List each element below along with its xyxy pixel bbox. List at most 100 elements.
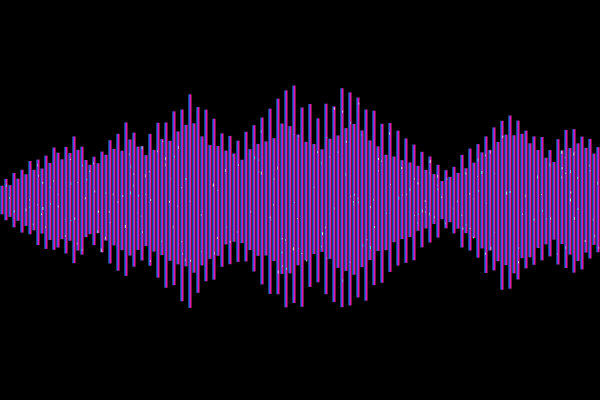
waveform-speckle [57,205,59,208]
waveform-bar [248,149,252,251]
waveform-speckle [577,208,579,211]
waveform-bar [80,146,84,255]
waveform-bar [256,143,260,256]
waveform-speckle [353,203,355,206]
waveform-bar [512,135,516,274]
waveform-bar [572,129,576,273]
waveform-speckle [345,140,347,143]
waveform-bar [76,149,80,251]
waveform-speckle [42,206,44,210]
waveform-speckle [76,242,78,245]
waveform-bar [136,146,140,250]
waveform-speckle [354,193,356,196]
waveform-speckle [592,218,594,221]
waveform-bar [460,154,464,248]
waveform-speckle [352,201,354,204]
waveform-speckle [369,206,371,209]
waveform-bar [452,166,456,234]
waveform-speckle [564,156,566,159]
waveform-speckle [124,224,126,228]
waveform-speckle [293,134,295,136]
waveform-bar [20,169,24,233]
waveform-speckle [52,180,54,183]
waveform-speckle [398,196,400,200]
waveform-bar [92,156,96,246]
waveform-bar [408,162,412,238]
waveform-speckle [144,174,146,178]
waveform-bar [480,152,484,249]
waveform-speckle [286,267,288,270]
waveform-speckle [484,154,486,157]
waveform-bar [352,123,356,275]
waveform-bar [184,124,188,267]
waveform-speckle [446,178,448,181]
waveform-bar [576,143,580,262]
waveform-bar [240,159,244,244]
waveform-bar [168,140,172,261]
waveform-speckle [177,205,179,208]
waveform-bar [44,155,48,249]
waveform-bar [24,174,28,226]
waveform-bar [156,122,160,278]
waveform-speckle [97,210,99,213]
waveform-bar [104,154,108,241]
waveform-speckle [101,251,103,253]
waveform-bar [484,136,488,273]
waveform-bar [192,123,196,273]
waveform-bars-group [0,85,600,308]
waveform-speckle [320,161,322,165]
waveform-bar [68,153,72,241]
waveform-speckle [29,206,31,208]
waveform-bar [416,165,420,231]
waveform-bar [588,138,592,259]
waveform-speckle [254,156,256,160]
waveform-speckle [250,210,252,213]
waveform-speckle [598,246,600,249]
waveform-speckle [456,200,458,203]
waveform-speckle [469,192,471,195]
waveform-speckle [549,163,551,167]
waveform-speckle [141,146,143,150]
waveform-speckle [49,186,51,189]
waveform-bar [404,138,408,263]
waveform-speckle [444,222,446,225]
waveform-bar [592,153,596,245]
waveform-speckle [190,259,192,262]
waveform-speckle [172,225,174,229]
waveform-bar [368,140,372,260]
waveform-speckle [421,209,423,213]
waveform-bar [312,143,316,254]
waveform-speckle [406,193,408,196]
waveform-bar [528,143,532,258]
waveform-speckle [536,175,538,179]
waveform-speckle [414,215,416,217]
waveform-speckle [434,216,436,219]
waveform-bar [432,174,436,224]
waveform-speckle [594,234,596,238]
waveform-bar [56,152,60,248]
waveform-bar [244,131,248,262]
waveform-speckle [380,160,382,162]
waveform-bar [216,145,220,256]
waveform-speckle [181,187,183,189]
waveform-bar [16,178,20,221]
waveform-speckle [133,173,135,176]
waveform-speckle [272,203,274,206]
waveform-bar [8,185,12,217]
waveform-bar [360,130,364,268]
waveform-speckle [324,226,326,229]
waveform-bar [284,90,288,308]
waveform-speckle [136,212,138,214]
waveform-speckle [441,196,443,199]
waveform-bar [444,170,448,229]
waveform-bar [392,156,396,243]
waveform-bar [320,149,324,252]
waveform-speckle [342,279,344,283]
waveform-speckle [494,172,496,175]
waveform-speckle [74,217,76,220]
waveform-speckle [104,236,106,240]
waveform-bar [36,159,40,246]
waveform-speckle [320,245,322,248]
waveform-bar [108,140,112,264]
